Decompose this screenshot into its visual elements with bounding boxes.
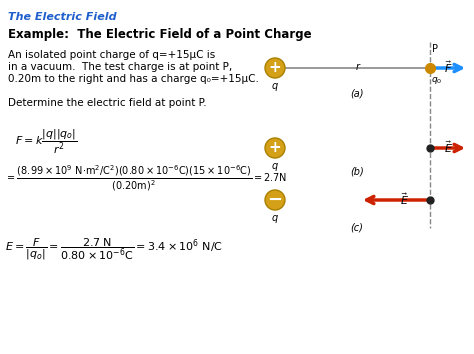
Text: 0.20m to the right and has a charge q₀=+15μC.: 0.20m to the right and has a charge q₀=+… <box>8 74 259 84</box>
Text: q: q <box>272 81 278 91</box>
Text: $\vec{F}$: $\vec{F}$ <box>444 59 453 75</box>
Text: P: P <box>432 44 438 54</box>
Text: in a vacuum.  The test charge is at point P,: in a vacuum. The test charge is at point… <box>8 62 232 72</box>
Text: $\vec{E}$: $\vec{E}$ <box>400 191 409 207</box>
Text: −: − <box>267 191 283 209</box>
Text: r: r <box>356 62 359 72</box>
Circle shape <box>265 58 285 78</box>
Text: Example:  The Electric Field of a Point Charge: Example: The Electric Field of a Point C… <box>8 28 311 41</box>
Circle shape <box>265 190 285 210</box>
Text: q: q <box>272 213 278 223</box>
Text: +: + <box>269 141 282 155</box>
Text: $E = \dfrac{F}{|q_o|} = \dfrac{2.7\ \mathrm{N}}{0.80\times10^{-6}\mathrm{C}} = 3: $E = \dfrac{F}{|q_o|} = \dfrac{2.7\ \mat… <box>5 237 223 262</box>
Text: $q_0$: $q_0$ <box>431 75 442 86</box>
Text: $= \dfrac{(8.99\times10^9\ \mathrm{N{\cdot}m^2/C^2})(0.80\times10^{-6}\mathrm{C}: $= \dfrac{(8.99\times10^9\ \mathrm{N{\cd… <box>5 163 287 193</box>
Text: (b): (b) <box>350 166 364 176</box>
Text: $F = k\dfrac{|q||q_o|}{r^2}$: $F = k\dfrac{|q||q_o|}{r^2}$ <box>15 128 78 156</box>
Text: An isolated point charge of q=+15μC is: An isolated point charge of q=+15μC is <box>8 50 215 60</box>
Text: (a): (a) <box>350 88 364 98</box>
Text: Determine the electric field at point P.: Determine the electric field at point P. <box>8 98 207 108</box>
Text: The Electric Field: The Electric Field <box>8 12 117 22</box>
Text: (c): (c) <box>350 222 363 232</box>
Circle shape <box>265 138 285 158</box>
Text: q: q <box>272 161 278 171</box>
Text: $\vec{E}$: $\vec{E}$ <box>444 139 453 155</box>
Text: +: + <box>269 61 282 75</box>
